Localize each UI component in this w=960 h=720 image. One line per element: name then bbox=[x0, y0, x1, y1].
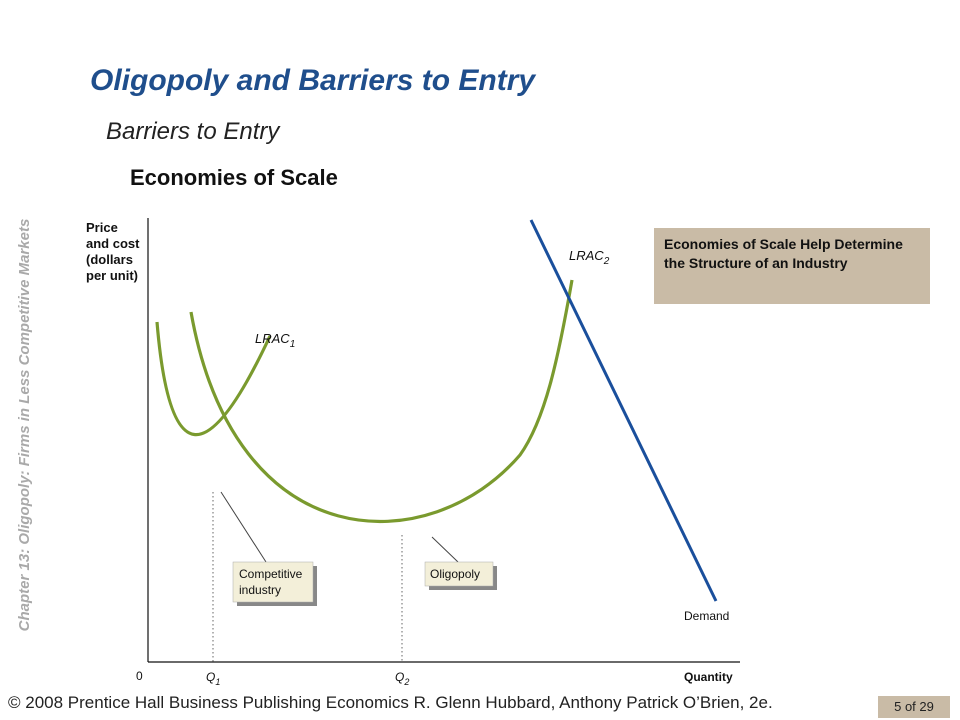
demand-label: Demand bbox=[684, 609, 729, 623]
callout1-pointer bbox=[220, 491, 267, 563]
callout2-pointer bbox=[431, 536, 459, 563]
callout2-text: Oligopoly bbox=[430, 567, 480, 581]
subtitle: Barriers to Entry bbox=[106, 118, 280, 145]
ylabel-line-3: (dollars bbox=[86, 252, 133, 267]
page-number: 5 of 29 bbox=[878, 696, 950, 718]
callout2-box bbox=[424, 561, 494, 587]
sub-subtitle: Economies of Scale bbox=[130, 165, 338, 190]
demand-line bbox=[529, 219, 718, 602]
xlabel: Quantity bbox=[684, 670, 733, 684]
ylabel-line-4: per unit) bbox=[86, 268, 138, 283]
figure-note: Economies of Scale Help Determine the St… bbox=[654, 228, 930, 304]
callout1-line-2: industry bbox=[239, 583, 281, 597]
lrac2-curve bbox=[189, 279, 574, 524]
footer-citation: © 2008 Prentice Hall Business Publishing… bbox=[8, 693, 773, 712]
lrac1-curve bbox=[155, 321, 272, 437]
ylabel-line-1: Price bbox=[86, 220, 118, 235]
lrac1-label: LRAC1 bbox=[255, 331, 295, 350]
callout1-box bbox=[232, 561, 314, 603]
callout1-line-1: Competitive bbox=[239, 567, 303, 581]
slide-title: Oligopoly and Barriers to Entry bbox=[90, 64, 536, 97]
q1-label: Q1 bbox=[206, 670, 220, 687]
lrac2-label: LRAC2 bbox=[569, 248, 610, 267]
origin-label: 0 bbox=[136, 669, 143, 683]
ylabel-line-2: and cost bbox=[86, 236, 140, 251]
q2-label: Q2 bbox=[395, 670, 409, 687]
